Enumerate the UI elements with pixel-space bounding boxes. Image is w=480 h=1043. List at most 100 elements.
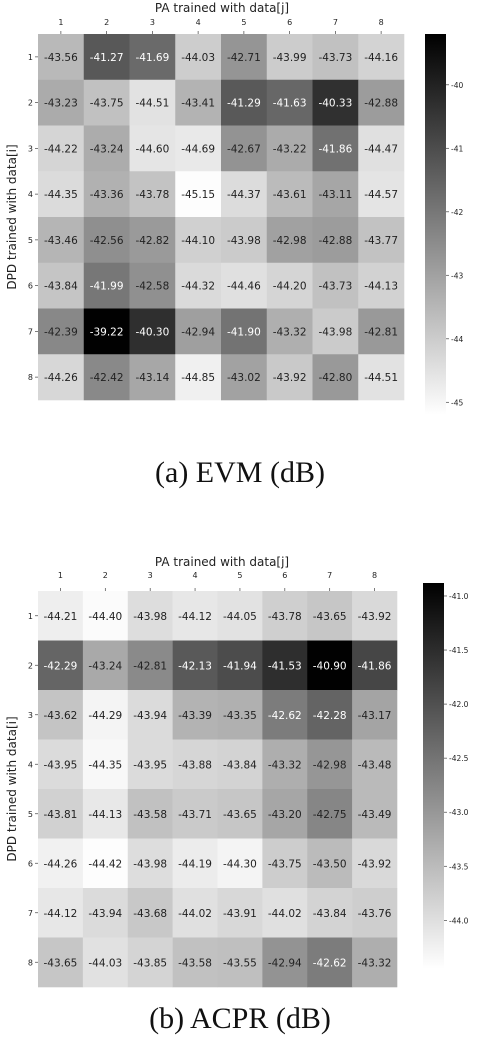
cell-value-label: -42.94 [181, 326, 215, 338]
heatmap-cell [307, 640, 353, 691]
cell-value-label: -43.78 [135, 189, 169, 201]
y-tick-label: 7 [28, 327, 33, 336]
heatmap-cell [129, 354, 176, 401]
heatmap-cell [312, 308, 359, 355]
cell-value-label: -44.40 [88, 611, 122, 623]
cell-value-label: -43.48 [358, 759, 392, 771]
y-tick-label: 8 [28, 373, 33, 382]
heatmap-cell [217, 888, 263, 938]
colorbar-tick-label: -42.5 [449, 754, 469, 763]
cell-value-label: -44.13 [364, 281, 398, 293]
cell-value-label: -44.13 [88, 809, 122, 821]
heatmap-cell [307, 789, 353, 839]
cell-value-label: -44.35 [88, 759, 122, 771]
colorbar-tick-label: -41.5 [449, 646, 469, 655]
heatmap-cell [358, 125, 405, 172]
colorbar-tick-label: -44.0 [449, 916, 469, 925]
y-tick-label: 3 [28, 711, 33, 720]
heatmap-cell [262, 591, 308, 641]
heatmap-cell [307, 838, 353, 889]
heatmap-cell [307, 937, 353, 988]
cell-value-label: -43.77 [364, 235, 398, 247]
cell-value-label: -43.58 [133, 809, 167, 821]
cell-value-label: -43.92 [273, 372, 307, 384]
cell-value-label: -43.73 [318, 52, 352, 64]
cell-value-label: -42.29 [44, 660, 78, 672]
cell-value-label: -44.85 [181, 372, 215, 384]
cell-value-label: -43.41 [181, 98, 215, 110]
cell-value-label: -44.57 [364, 189, 398, 201]
x-tick-label: 5 [237, 571, 242, 580]
heatmap-cell [266, 262, 313, 309]
y-tick-label: 2 [28, 99, 33, 108]
heatmap-cell [82, 838, 129, 889]
heatmap-cell [217, 937, 263, 988]
colorbar-tick-label: -43.0 [449, 808, 469, 817]
heatmap-cell [312, 79, 359, 126]
cell-value-label: -41.63 [273, 98, 307, 110]
cell-value-label: -43.98 [133, 858, 167, 870]
heatmap-cell [307, 690, 353, 740]
heatmap-cell [127, 888, 173, 938]
cell-value-label: -43.62 [44, 710, 78, 722]
heatmap-cell [217, 838, 263, 889]
heatmap-cell [38, 34, 85, 81]
cell-value-label: -44.47 [364, 143, 398, 155]
heatmap-cell [129, 79, 176, 126]
x-tick-label: 4 [193, 571, 198, 580]
cell-value-label: -43.81 [44, 809, 78, 821]
cell-value-label: -42.80 [318, 372, 352, 384]
heatmap-cell [262, 640, 308, 691]
cell-value-label: -43.46 [44, 235, 78, 247]
heatmap-cell [221, 171, 268, 218]
cell-value-label: -41.53 [268, 660, 302, 672]
cell-value-label: -43.02 [227, 372, 261, 384]
cell-value-label: -43.32 [358, 957, 392, 969]
heatmap-cell [129, 171, 176, 218]
colorbar-tick-label: -42 [451, 208, 463, 217]
heatmap-cell [129, 125, 176, 172]
heatmap-cell [221, 217, 268, 264]
heatmap-cell [38, 739, 84, 790]
heatmap-cell [83, 171, 130, 218]
heatmap-cell [352, 591, 398, 641]
heatmap-cell [172, 789, 218, 839]
cell-value-label: -41.69 [135, 52, 169, 64]
cell-value-label: -43.65 [223, 809, 257, 821]
cell-value-label: -44.12 [178, 611, 212, 623]
cell-value-label: -44.02 [178, 908, 212, 920]
heatmap-cell [221, 125, 268, 172]
cell-value-label: -45.15 [181, 189, 215, 201]
x-tick-label: 8 [372, 571, 377, 580]
cell-value-label: -43.94 [88, 908, 122, 920]
cell-value-label: -44.02 [268, 908, 302, 920]
cell-value-label: -43.98 [227, 235, 261, 247]
colorbar [425, 34, 446, 415]
heatmap-cell [38, 354, 85, 401]
x-tick-label: 2 [104, 18, 109, 27]
cell-value-label: -43.24 [88, 660, 122, 672]
heatmap-cell [127, 937, 173, 988]
heatmap-cell [172, 591, 218, 641]
x-tick-label: 4 [196, 18, 201, 27]
cell-value-label: -44.22 [44, 143, 78, 155]
y-tick-label: 4 [28, 760, 33, 769]
x-axis-label: PA trained with data[j] [155, 555, 289, 569]
colorbar-tick-label: -44 [451, 335, 463, 344]
y-tick-label: 4 [28, 190, 33, 199]
colorbar-tick-label: -40 [451, 81, 463, 90]
cell-value-label: -44.46 [227, 281, 261, 293]
heatmap-cell [172, 937, 218, 988]
cell-value-label: -42.75 [313, 809, 347, 821]
cell-value-label: -43.14 [135, 372, 169, 384]
heatmap-cell [127, 690, 173, 740]
cell-value-label: -42.98 [313, 759, 347, 771]
cell-value-label: -43.73 [318, 281, 352, 293]
cell-value-label: -43.76 [358, 908, 392, 920]
y-tick-label: 6 [28, 282, 33, 291]
heatmap-cell [358, 308, 405, 355]
x-tick-label: 5 [241, 18, 246, 27]
heatmap-cell [175, 308, 222, 355]
heatmap-cell [82, 789, 129, 839]
x-tick-label: 3 [148, 571, 153, 580]
